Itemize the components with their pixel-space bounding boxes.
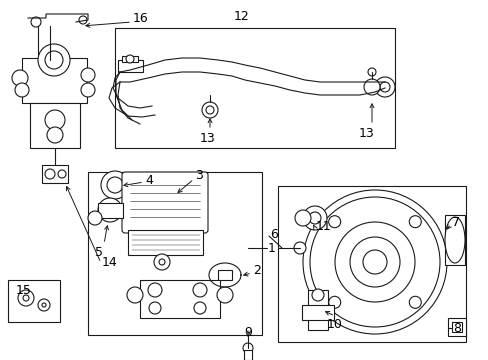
Circle shape [194,302,205,314]
Bar [302,305,333,320]
Circle shape [38,299,50,311]
Circle shape [81,68,95,82]
Circle shape [243,343,252,353]
Circle shape [12,70,28,86]
Bar [88,172,262,335]
Circle shape [101,171,129,199]
Circle shape [104,204,116,216]
Circle shape [127,287,142,303]
Bar [42,165,68,183]
Circle shape [303,190,446,334]
Text: 13: 13 [200,132,215,145]
Bar [8,280,60,322]
Circle shape [47,127,63,143]
Bar [278,186,465,342]
Circle shape [293,242,305,254]
Circle shape [303,206,326,230]
Circle shape [328,296,340,308]
Bar [140,280,220,318]
Text: 6: 6 [269,228,277,240]
Circle shape [81,83,95,97]
Circle shape [45,51,63,69]
Circle shape [38,44,70,76]
Bar [122,56,138,62]
Circle shape [363,79,379,95]
Circle shape [159,259,164,265]
Circle shape [126,55,134,63]
Bar [98,203,123,218]
Circle shape [334,222,414,302]
Bar [447,318,465,336]
Circle shape [367,68,375,76]
Text: 7: 7 [451,216,459,229]
Circle shape [379,82,389,92]
Text: 2: 2 [252,265,260,278]
Circle shape [58,170,66,178]
Text: 15: 15 [16,284,32,297]
Text: 1: 1 [267,242,275,255]
Circle shape [308,212,320,224]
Circle shape [362,250,386,274]
Circle shape [311,289,324,301]
Circle shape [408,296,421,308]
Circle shape [15,83,29,97]
Text: 16: 16 [133,12,148,24]
Circle shape [79,16,87,24]
Text: 10: 10 [326,318,342,331]
Circle shape [202,102,218,118]
Text: 14: 14 [102,256,118,270]
Bar [307,290,327,330]
Bar [115,28,394,148]
Circle shape [217,287,232,303]
Circle shape [294,210,310,226]
Circle shape [98,198,122,222]
Circle shape [154,254,170,270]
Circle shape [23,295,29,301]
Bar [218,270,231,280]
Circle shape [328,216,340,228]
Circle shape [88,211,102,225]
Bar [444,215,464,265]
Text: 9: 9 [244,326,251,339]
Circle shape [148,283,162,297]
Circle shape [205,106,214,114]
Circle shape [193,283,206,297]
Circle shape [107,177,123,193]
Ellipse shape [444,217,464,263]
Circle shape [18,290,34,306]
Bar [30,103,80,148]
Circle shape [349,237,399,287]
Text: 3: 3 [195,168,203,181]
Bar [128,230,203,255]
Bar [118,60,142,72]
Text: 5: 5 [95,246,103,259]
Text: 11: 11 [315,220,331,233]
Circle shape [45,110,65,130]
FancyBboxPatch shape [122,172,207,233]
Text: 13: 13 [358,127,374,140]
Bar [451,322,461,332]
Text: 4: 4 [145,174,153,186]
Circle shape [31,17,41,27]
Bar [22,58,87,103]
Circle shape [42,303,46,307]
Text: 8: 8 [452,321,460,334]
Text: 12: 12 [234,10,249,23]
Circle shape [45,169,55,179]
Circle shape [309,197,439,327]
Bar [244,350,251,360]
Circle shape [149,302,161,314]
Circle shape [408,216,421,228]
Circle shape [374,77,394,97]
